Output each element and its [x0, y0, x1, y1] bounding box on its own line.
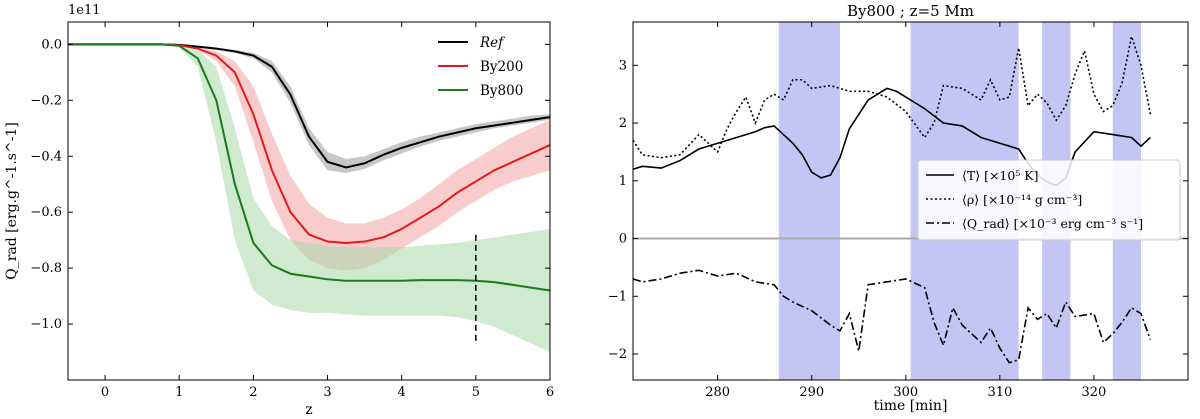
series-line-2	[632, 269, 1152, 364]
axis-offset-label: 1e11	[68, 3, 101, 18]
y-tick-label: 1	[619, 174, 627, 189]
y-tick-label: 0	[619, 232, 627, 247]
y-tick-label: −1.0	[30, 317, 62, 332]
legend-label-by200: By200	[480, 59, 523, 75]
plot-frame	[67, 21, 551, 381]
band-ref	[68, 44, 550, 174]
y-tick-label: −0.8	[30, 261, 62, 276]
x-tick-label: 3	[323, 385, 331, 400]
series-line-ref	[68, 43, 551, 169]
y-tick-label: 2	[619, 116, 627, 131]
x-tick-label: 300	[893, 385, 918, 400]
y-tick-label: 3	[619, 58, 627, 73]
right-chart: 280 290 300 310 320 −2 −1 0 1 2 3 By800 ; z=5 Mm tim…	[608, 2, 1189, 414]
legend-label-0: ⟨T⟩ [×10⁵ K]	[962, 168, 1039, 183]
x-tick-label: 290	[799, 385, 824, 400]
chart-title: By800 ; z=5 Mm	[847, 2, 974, 20]
shaded-interval	[778, 22, 840, 380]
x-axis-label: z	[305, 402, 312, 418]
x-tick-label: 5	[472, 385, 480, 400]
y-tick-label: 0.0	[41, 37, 62, 52]
y-tick-label: −0.6	[30, 205, 62, 220]
series-line-1	[632, 33, 1152, 159]
band-by800	[68, 44, 550, 353]
x-axis-label: time [min]	[874, 398, 948, 414]
plot-frame	[632, 21, 1189, 381]
x-tick-label: 1	[175, 385, 183, 400]
y-tick-label: −0.2	[30, 93, 62, 108]
legend-label-2: ⟨Q_rad⟩ [×10⁻³ erg cm⁻³ s⁻¹]	[962, 216, 1143, 231]
x-tick-label: 2	[249, 385, 257, 400]
legend-label-by800: By800	[480, 83, 523, 99]
legend-label-ref: Ref	[479, 35, 505, 51]
x-tick-label: 6	[546, 385, 554, 400]
y-tick-label: −0.4	[30, 149, 62, 164]
x-tick-label: 4	[398, 385, 406, 400]
legend-box	[917, 159, 1181, 241]
y-axis-label: Q_rad [erg.g^-1.s^-1]	[4, 122, 20, 280]
y-tick-label: −2	[608, 347, 627, 362]
legend-label-1: ⟨ρ⟩ [×10⁻¹⁴ g cm⁻³]	[962, 192, 1082, 207]
x-tick-label: 320	[1082, 385, 1107, 400]
left-chart: 0 1 2 3 4 5 6 0.0 −0.2 −0.4 −0.6 −0.8 −1.0 1e11 z Q_rad…	[4, 3, 554, 418]
y-tick-label: −1	[608, 289, 627, 304]
band-by200	[68, 44, 550, 271]
x-tick-label: 0	[101, 385, 109, 400]
x-tick-label: 310	[987, 385, 1012, 400]
x-tick-label: 280	[705, 385, 730, 400]
